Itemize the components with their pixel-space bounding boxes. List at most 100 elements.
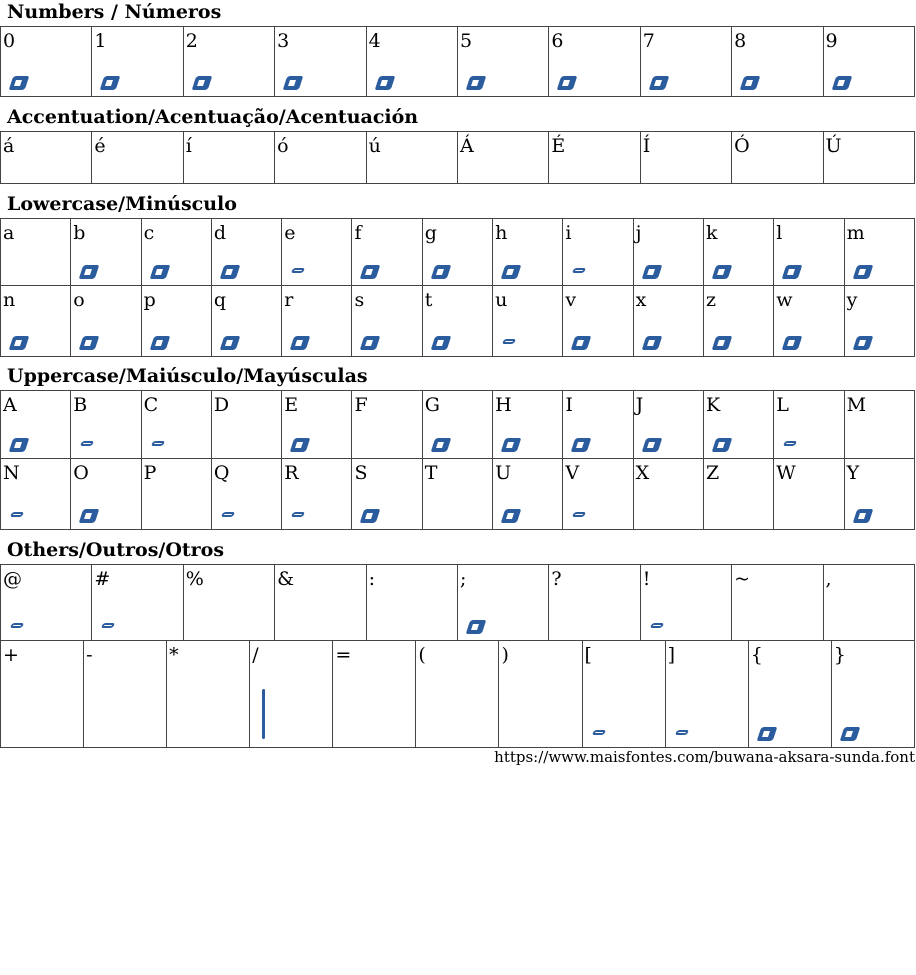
glyph-cell: { [747,640,832,748]
glyph-cell: [ [581,640,666,748]
sunda-glyph-icon [101,623,116,628]
sunda-glyph-icon [219,336,241,350]
character-label: P [143,462,157,484]
sunda-glyph-icon [100,76,121,90]
character-label: / [252,644,259,666]
character-label: K [705,394,721,416]
glyph-cell: } [830,640,916,748]
glyph-cell: g [421,218,494,286]
character-label: * [169,644,179,666]
glyph-cell: + [0,640,85,748]
character-label: 0 [3,30,16,52]
font-source-link[interactable]: https://www.maisfontes.com/buwana-aksara… [494,748,915,766]
glyph-cell: e [281,218,353,286]
glyph-cell: K [702,390,775,459]
glyph-table: @ #% &:;?! ~, [0,564,916,641]
sunda-glyph-icon [219,265,241,279]
sunda-glyph-icon [557,76,578,90]
glyph-cell: ó [274,131,367,184]
glyph-cell: a [0,218,72,286]
table-row: A B C D E F G H I J K L M [0,390,916,459]
glyph-cell: , [822,564,916,641]
glyph-cell: 1 [91,26,184,97]
glyph-cell: b [70,218,142,286]
character-label: , [825,568,832,590]
character-label: É [551,135,566,157]
glyph-cell: ( [415,640,500,748]
sunda-glyph-icon [221,512,235,517]
table-row: a b c d e f g h i j k l m [0,218,916,286]
section-title: Numbers / Números [7,1,222,23]
character-label: ! [642,568,651,590]
sunda-glyph-icon [191,76,213,90]
character-label: Q [213,462,230,484]
sunda-glyph-icon [8,76,30,90]
character-label: e [284,222,296,244]
character-label: Ó [734,135,750,157]
glyph-cell: u [492,285,564,357]
section-title: Others/Outros/Otros [7,539,225,561]
glyph-cell: f [351,218,423,286]
sunda-glyph-icon [289,438,311,452]
glyph-cell: F [351,390,423,459]
character-label: ? [551,568,562,590]
sunda-glyph-icon [783,441,798,446]
character-label: & [277,568,295,590]
character-label: i [565,222,572,244]
sunda-glyph-icon [10,512,24,517]
glyph-table: + - * / = () [] {} [0,640,916,748]
glyph-cell: d [210,218,283,286]
glyph-cell: E [281,390,353,459]
glyph-cell: @ [0,564,93,641]
sunda-glyph-icon [648,76,670,90]
character-label: U [495,462,512,484]
character-label: = [335,644,352,666]
character-label: J [635,394,644,416]
glyph-cell: j [632,218,704,286]
character-label: F [354,394,368,416]
character-label: h [495,222,508,244]
character-label: } [833,644,846,666]
glyph-table: A B C D E F G H I J K L M [0,390,916,459]
sunda-glyph-icon [79,336,100,350]
glyph-cell: 9 [822,26,916,97]
character-label: % [185,568,204,590]
character-label: g [424,222,437,244]
glyph-cell: 4 [365,26,458,97]
glyph-cell: É [548,131,641,184]
sunda-glyph-icon [852,336,873,350]
character-label: 4 [368,30,381,52]
glyph-cell: 2 [182,26,276,97]
glyph-cell: ) [498,640,583,748]
glyph-cell: c [140,218,212,286]
glyph-cell: 6 [548,26,641,97]
glyph-cell: Q [210,458,283,530]
glyph-cell: 5 [456,26,550,97]
glyph-cell: i [562,218,634,286]
character-label: 8 [734,30,747,52]
character-label: { [750,644,763,666]
character-label: ; [459,568,467,590]
character-label: z [705,289,716,311]
character-label: 9 [825,30,838,52]
glyph-cell: z [702,285,775,357]
character-label: R [284,462,299,484]
glyph-cell: G [421,390,494,459]
glyph-cell: N [0,458,72,530]
character-label: - [86,644,93,666]
sunda-glyph-icon [360,336,381,350]
character-label: M [846,394,867,416]
glyph-cell: Y [843,458,916,530]
character-label: ú [368,135,381,157]
sunda-glyph-icon [8,438,30,452]
glyph-cell: X [632,458,704,530]
character-label: í [185,135,192,157]
sunda-glyph-icon [839,727,861,741]
glyph-cell: 0 [0,26,93,97]
glyph-table: a b c d e f g h i j k l m [0,218,916,286]
character-label: v [565,289,577,311]
glyph-cell: U [492,458,564,530]
sunda-glyph-icon [430,265,452,279]
